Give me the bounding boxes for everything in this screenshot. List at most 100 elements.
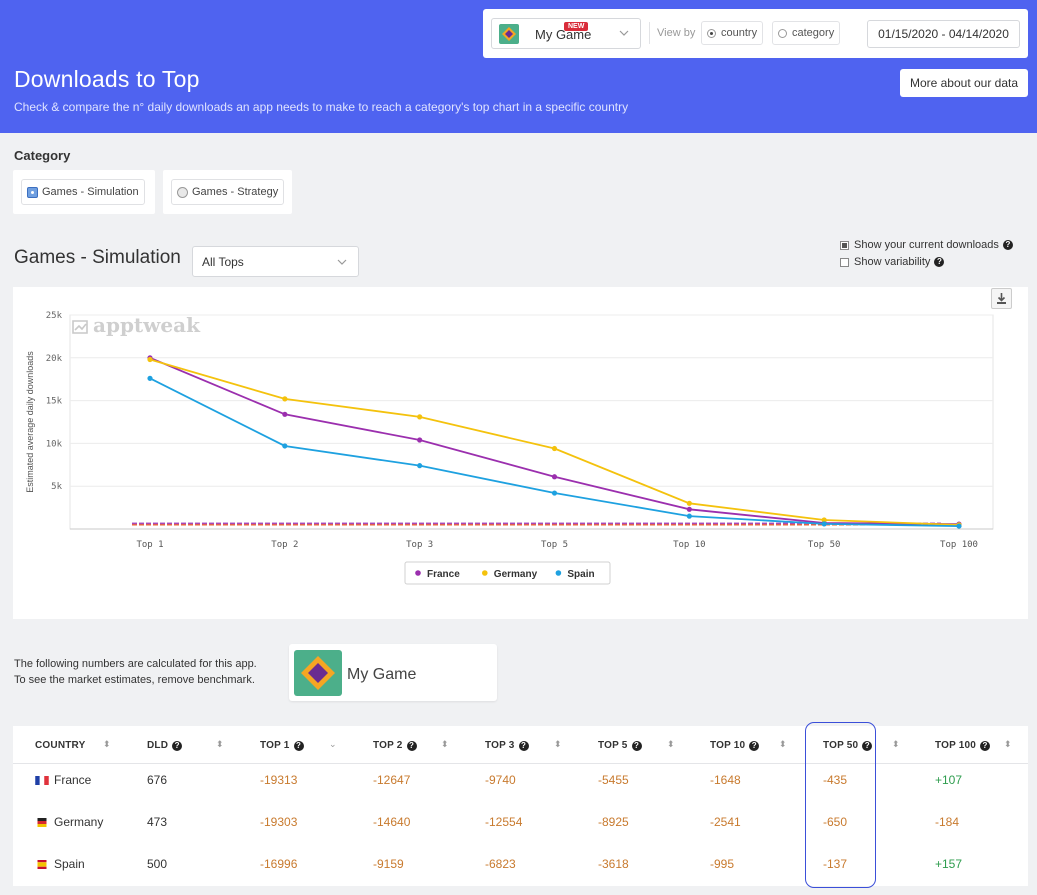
- x-tick-label: Top 2: [271, 540, 298, 550]
- data-point-spain: [147, 375, 153, 381]
- data-point-germany: [551, 445, 558, 452]
- legend-marker-germany: [482, 570, 488, 576]
- legend-marker-france: [415, 570, 421, 576]
- column-header-top1[interactable]: TOP 1?: [260, 740, 304, 751]
- benchmark-info-line1: The following numbers are calculated for…: [14, 658, 257, 670]
- data-point-france: [686, 506, 692, 512]
- more-about-data-button[interactable]: More about our data: [900, 69, 1028, 97]
- legend-label-spain: Spain: [567, 569, 594, 580]
- line-chart: 5k 10k 15k 20k 25k Estimated average daily do…: [25, 311, 994, 585]
- top1-cell: -19303: [260, 815, 298, 829]
- help-icon[interactable]: ?: [172, 740, 183, 751]
- column-header-top50[interactable]: TOP 50?: [823, 740, 873, 751]
- help-icon[interactable]: ?: [293, 740, 304, 751]
- view-by-category-radio[interactable]: category: [772, 21, 841, 45]
- checkbox-checked-icon[interactable]: [840, 240, 849, 250]
- legend: [404, 561, 611, 585]
- data-point-germany: [282, 396, 288, 402]
- data-point-spain: [282, 443, 288, 449]
- top100-cell: -184: [935, 815, 960, 829]
- column-header-top3[interactable]: TOP 3?: [485, 740, 529, 751]
- top1-cell: -19313: [260, 773, 298, 787]
- sort-icon[interactable]: ⬍: [779, 739, 787, 749]
- column-header-dld[interactable]: DLD?: [147, 740, 183, 751]
- top2-cell: -12647: [373, 773, 411, 787]
- sort-icon[interactable]: ⬍: [103, 739, 111, 749]
- help-icon[interactable]: ?: [749, 740, 760, 751]
- benchmark-app-name: My Game: [347, 666, 417, 683]
- legend-label-france: France: [427, 569, 460, 580]
- column-header-top100[interactable]: TOP 100?: [935, 740, 991, 751]
- date-range-picker[interactable]: 01/15/2020 - 04/14/2020: [867, 20, 1020, 48]
- help-icon[interactable]: ?: [980, 740, 991, 751]
- radio-selected-icon: [27, 186, 38, 198]
- dld-cell: 500: [147, 857, 168, 871]
- x-tick-label: Top 50: [808, 540, 841, 550]
- chart-card: 5k 10k 15k 20k 25k Estimated average daily do…: [13, 287, 1028, 619]
- top100-cell: +157: [935, 857, 963, 871]
- benchmark-app-card[interactable]: My Game: [289, 644, 497, 701]
- show-variability-option[interactable]: Show variability ?: [840, 256, 945, 268]
- data-point-spain: [551, 490, 558, 496]
- app-select[interactable]: NEW My Game: [491, 18, 641, 49]
- sort-icon[interactable]: ⬍: [216, 739, 224, 749]
- sort-icon[interactable]: ⬍: [554, 739, 562, 749]
- column-header-top2[interactable]: TOP 2?: [373, 740, 417, 751]
- legend-label-germany: Germany: [494, 569, 538, 580]
- help-icon[interactable]: ?: [934, 257, 945, 267]
- app-select-value: My Game: [535, 27, 592, 42]
- sort-icon[interactable]: ⬍: [892, 739, 900, 749]
- category-option-strategy[interactable]: Games - Strategy: [171, 179, 285, 205]
- y-tick-label: 20k: [46, 354, 63, 364]
- app-icon: [499, 24, 519, 44]
- y-tick-label: 10k: [46, 439, 63, 449]
- help-icon[interactable]: ?: [631, 740, 642, 751]
- sort-icon[interactable]: ⬍: [1004, 739, 1012, 749]
- y-tick-label: 5k: [51, 482, 62, 492]
- column-header-top5[interactable]: TOP 5?: [598, 740, 642, 751]
- tops-select[interactable]: All Tops: [192, 246, 359, 277]
- toolbar: NEW My Game View by country category 01/…: [483, 9, 1028, 58]
- top50-cell: -650: [823, 815, 848, 829]
- top10-cell: -1648: [710, 773, 741, 787]
- x-tick-label: Top 10: [673, 540, 706, 550]
- data-point-france: [282, 411, 288, 417]
- sort-icon[interactable]: ⬍: [667, 739, 675, 749]
- y-tick-label: 25k: [46, 311, 63, 321]
- germany-flag-icon: [37, 818, 47, 827]
- data-point-spain: [821, 521, 827, 527]
- download-chart-button[interactable]: [991, 288, 1012, 309]
- view-by-category-label: category: [792, 27, 835, 39]
- top10-cell: -2541: [710, 815, 741, 829]
- data-point-germany: [686, 500, 692, 506]
- plot-area: [69, 314, 994, 530]
- data-point-spain: [956, 523, 962, 529]
- radio-unselected-icon: [778, 28, 787, 38]
- checkbox-unchecked-icon[interactable]: [840, 257, 849, 267]
- sort-descending-icon[interactable]: ⌄: [329, 739, 337, 749]
- data-point-france: [551, 474, 558, 480]
- spain-flag-icon: [37, 860, 47, 869]
- help-icon[interactable]: ?: [406, 740, 417, 751]
- column-header-country[interactable]: COUNTRY: [35, 740, 86, 751]
- top10-cell: -995: [710, 857, 735, 871]
- download-icon: [997, 293, 1006, 304]
- show-variability-label: Show variability: [854, 256, 931, 268]
- chevron-down-icon: [337, 259, 347, 265]
- category-option-label: Games - Strategy: [192, 186, 279, 198]
- data-point-germany: [417, 414, 423, 420]
- column-header-top10[interactable]: TOP 10?: [710, 740, 760, 751]
- category-option-simulation[interactable]: Games - Simulation: [21, 179, 145, 205]
- tops-select-value: All Tops: [202, 254, 244, 269]
- help-icon[interactable]: ?: [518, 740, 529, 751]
- y-tick-label: 15k: [46, 397, 63, 407]
- downloads-table: COUNTRY ⬍ DLD? ⬍ TOP 1? ⌄ TOP 2? ⬍ TOP 3…: [13, 726, 1028, 886]
- show-current-downloads-option[interactable]: Show your current downloads ?: [840, 239, 1013, 251]
- sort-icon[interactable]: ⬍: [441, 739, 449, 749]
- help-icon[interactable]: ?: [1002, 240, 1013, 250]
- data-point-france: [417, 437, 423, 443]
- category-title: Category: [14, 148, 71, 163]
- help-icon[interactable]: ?: [862, 740, 873, 751]
- chart-section-title: Games - Simulation: [14, 247, 181, 268]
- view-by-country-radio[interactable]: country: [701, 21, 764, 45]
